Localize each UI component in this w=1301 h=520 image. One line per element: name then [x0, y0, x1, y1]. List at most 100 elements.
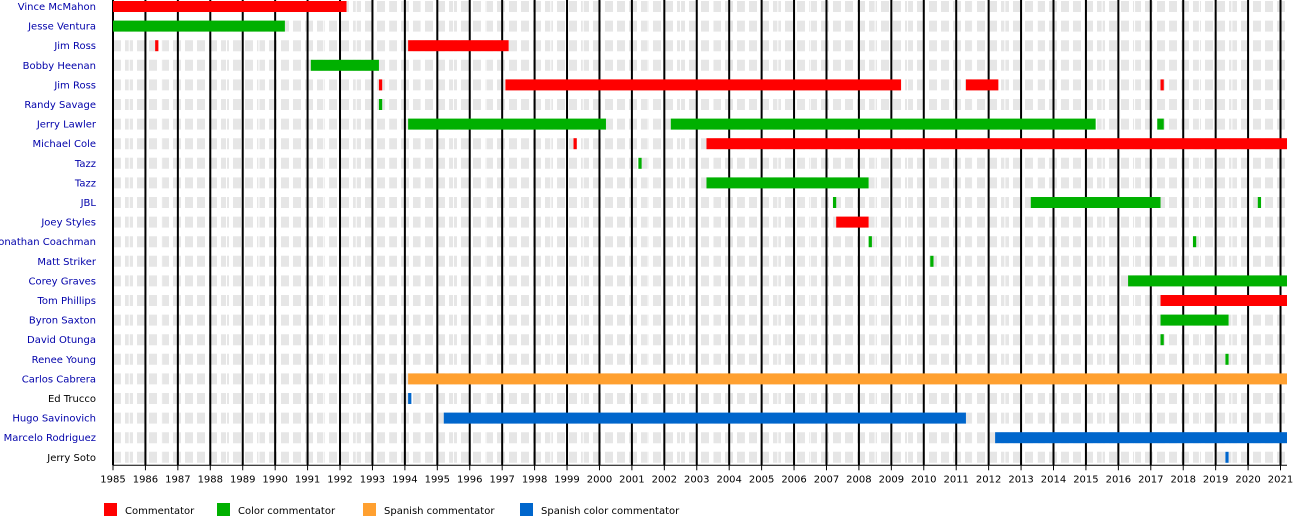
- row-label: Bobby Heenan: [23, 61, 96, 72]
- bar-color: [310, 59, 379, 71]
- bar-color: [1030, 197, 1161, 208]
- bar-color: [408, 118, 606, 130]
- bar-color: [1257, 197, 1262, 208]
- row-label: Jim Ross: [53, 41, 96, 52]
- bar-commentator: [1160, 295, 1287, 306]
- x-tick-label: 2015: [1073, 474, 1098, 485]
- bar-color: [706, 177, 869, 189]
- row-label: Jim Ross: [53, 80, 96, 91]
- x-tick-label: 2002: [652, 474, 677, 485]
- bar-color: [832, 197, 837, 208]
- row-label: Tom Phillips: [37, 296, 97, 307]
- bar-commentator: [573, 138, 577, 150]
- x-tick-label: 1988: [198, 474, 223, 485]
- x-tick-label: 1997: [489, 474, 514, 485]
- row-label: Jerry Lawler: [36, 120, 97, 131]
- row-label: Corey Graves: [28, 276, 96, 287]
- year-gridlines: [112, 0, 1282, 466]
- legend-label: Spanish color commentator: [541, 506, 680, 517]
- row-label: Tazz: [74, 178, 96, 189]
- legend-swatch: [217, 503, 230, 516]
- legend-swatch: [520, 503, 533, 516]
- row-label: Hugo Savinovich: [12, 414, 96, 425]
- x-tick-label: 1987: [165, 474, 190, 485]
- bar-commentator: [1160, 79, 1164, 91]
- bar-color: [930, 255, 934, 267]
- legend-label: Spanish commentator: [384, 506, 495, 517]
- bar-spanish-color: [408, 393, 412, 404]
- x-tick-label: 2013: [1008, 474, 1033, 485]
- legend-swatch: [363, 503, 376, 516]
- row-label: Marcelo Rodriguez: [4, 433, 96, 444]
- row-label: Jesse Ventura: [27, 22, 96, 33]
- row-labels: Vince McMahon Jesse Ventura Jim Ross Bobby …: [0, 2, 97, 464]
- bar-commentator: [408, 40, 509, 52]
- row-label: Michael Cole: [32, 139, 96, 150]
- x-tick-label: 1994: [392, 474, 417, 485]
- bar-color: [113, 20, 285, 32]
- row-label: Randy Savage: [24, 100, 96, 111]
- bar-color: [1128, 275, 1287, 287]
- bar-commentator: [378, 79, 383, 91]
- x-tick-label: 1996: [457, 474, 482, 485]
- x-tick-label: 2004: [716, 474, 741, 485]
- x-tick-label: 1990: [262, 474, 287, 485]
- x-tick-label: 2000: [587, 474, 612, 485]
- x-tick-label: 2003: [684, 474, 709, 485]
- x-tick-label: 1998: [522, 474, 547, 485]
- bar-spanish: [408, 373, 1287, 385]
- row-stripes: [113, 1, 1287, 463]
- bar-color: [670, 118, 1096, 130]
- x-tick-label: 2006: [781, 474, 806, 485]
- bar-spanish-color: [1225, 451, 1229, 463]
- bar-commentator: [155, 40, 159, 52]
- x-tick-label: 2020: [1235, 474, 1260, 485]
- bar-color: [378, 99, 383, 110]
- bar-color: [1192, 236, 1197, 248]
- bar-color: [868, 236, 872, 248]
- row-label: Vince McMahon: [18, 2, 96, 13]
- bar-commentator: [965, 79, 999, 91]
- bar-commentator: [706, 138, 1287, 150]
- bar-color: [1225, 353, 1229, 365]
- x-tick-label: 2008: [846, 474, 871, 485]
- x-tick-label: 2018: [1170, 474, 1195, 485]
- x-tick-label: 2014: [1041, 474, 1066, 485]
- bar-spanish-color: [443, 412, 966, 424]
- legend-label: Color commentator: [238, 506, 336, 517]
- row-label: Renee Young: [32, 355, 96, 366]
- bar-color: [638, 157, 642, 169]
- x-tick-label: 2017: [1138, 474, 1163, 485]
- legend: Commentator Color commentator Spanish comm…: [104, 503, 680, 517]
- x-tick-label: 1999: [554, 474, 579, 485]
- x-tick-label: 2012: [976, 474, 1001, 485]
- x-tick-label: 2016: [1106, 474, 1131, 485]
- row-label: Jonathan Coachman: [0, 237, 96, 248]
- row-label: Tazz: [74, 159, 96, 170]
- x-tick-label: 1993: [360, 474, 385, 485]
- x-tick-label: 2005: [749, 474, 774, 485]
- x-tick-label: 1989: [230, 474, 255, 485]
- x-tick-label: 2001: [619, 474, 644, 485]
- x-tick-label: 2011: [943, 474, 968, 485]
- x-tick-label: 1992: [327, 474, 352, 485]
- bar-commentator: [113, 1, 347, 12]
- x-tick-label: 1985: [100, 474, 125, 485]
- x-tick-label: 2007: [814, 474, 839, 485]
- x-tick-label: 2010: [911, 474, 936, 485]
- row-label: Joey Styles: [40, 218, 96, 229]
- x-tick-label: 1991: [295, 474, 320, 485]
- x-tick-label: 1986: [133, 474, 158, 485]
- timeline-bars: [113, 1, 1287, 463]
- row-label: Byron Saxton: [29, 316, 96, 327]
- row-label: Ed Trucco: [48, 394, 96, 405]
- row-label: Carlos Cabrera: [22, 374, 96, 385]
- bar-commentator: [836, 216, 869, 228]
- bar-color: [1160, 314, 1229, 326]
- x-axis: 1985 1986 1987 1988 1989 1990 1991 1992 1993 1994…: [100, 464, 1293, 485]
- row-label: Matt Striker: [37, 257, 97, 268]
- bar-spanish-color: [995, 432, 1287, 444]
- legend-label: Commentator: [125, 506, 195, 517]
- x-tick-label: 2021: [1268, 474, 1293, 485]
- x-tick-label: 2009: [879, 474, 904, 485]
